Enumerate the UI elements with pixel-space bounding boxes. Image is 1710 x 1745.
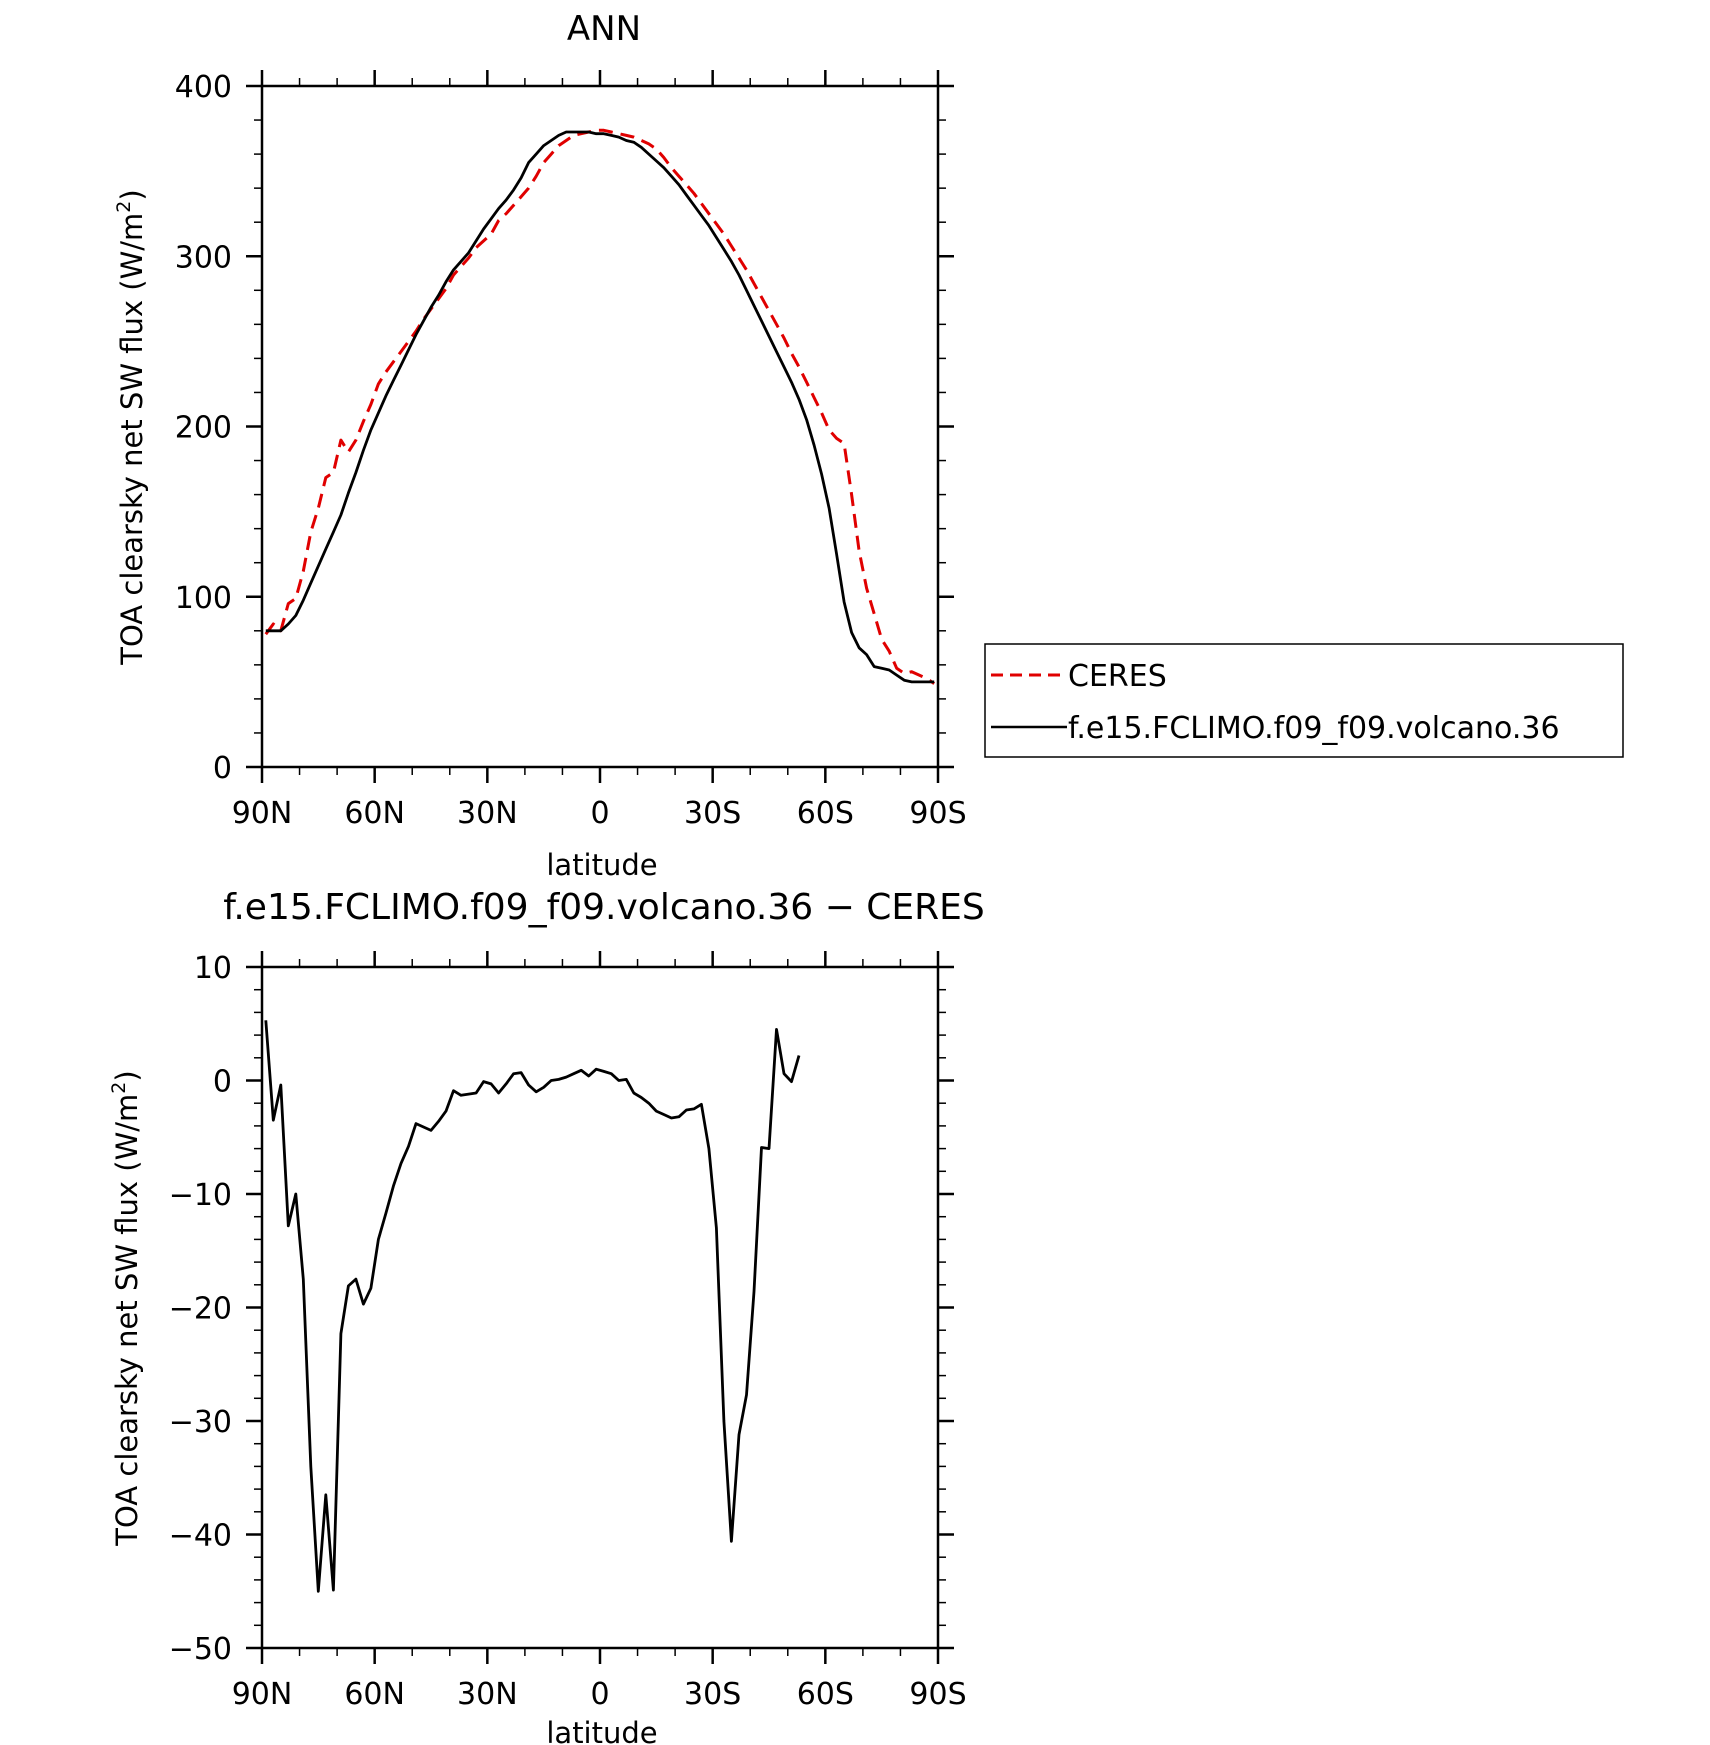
bottom-x-axis-label: latitude	[546, 1716, 657, 1745]
y-tick-label: 0	[213, 1065, 232, 1100]
x-tick-label: 60S	[797, 1677, 854, 1712]
ceres-line	[264, 128, 936, 685]
x-tick-label: 90S	[909, 796, 966, 831]
top-series-lines	[264, 128, 936, 685]
y-tick-label: 0	[213, 751, 232, 786]
bottom-axis-ticks	[246, 951, 954, 1664]
x-tick-label: 0	[590, 796, 609, 831]
legend-label-model: f.e15.FCLIMO.f09_f09.volcano.36	[1068, 711, 1560, 746]
bottom-panel-title: f.e15.FCLIMO.f09_f09.volcano.36 − CERES	[223, 887, 984, 928]
top-panel: ANN 90N 60N 30N 0 30S 60S 90S 0 100 200 300 400 lat…	[113, 9, 1624, 882]
top-panel-title: ANN	[567, 9, 641, 49]
bottom-series-lines	[264, 1020, 801, 1593]
x-tick-label: 30S	[684, 796, 741, 831]
f-e15-fclimo-f09-f09-volcano-36-line	[265, 130, 935, 684]
y-tick-label: 10	[194, 951, 232, 986]
x-tick-label: 90S	[909, 1677, 966, 1712]
y-tick-label: −50	[169, 1632, 232, 1667]
y-tick-label: 200	[175, 411, 232, 446]
x-tick-label: 60S	[797, 796, 854, 831]
x-tick-label: 0	[590, 1677, 609, 1712]
x-tick-label: 60N	[344, 796, 405, 831]
difference-line	[264, 1020, 801, 1593]
legend-box	[984, 643, 1624, 758]
y-tick-label: −30	[169, 1405, 232, 1440]
x-tick-label: 30S	[684, 1677, 741, 1712]
y-tick-label: −10	[169, 1178, 232, 1213]
x-tick-label: 90N	[232, 796, 293, 831]
x-tick-label: 90N	[232, 1677, 293, 1712]
y-tick-label: 100	[175, 581, 232, 616]
top-axis-tick-labels: 90N 60N 30N 0 30S 60S 90S 0 100 200 300 400	[175, 70, 967, 831]
y-tick-label: 400	[175, 70, 232, 105]
x-tick-label: 60N	[344, 1677, 405, 1712]
x-tick-label: 30N	[457, 1677, 518, 1712]
y-tick-label: −40	[169, 1519, 232, 1554]
legend-label-ceres: CERES	[1068, 659, 1167, 694]
x-tick-label: 30N	[457, 796, 518, 831]
top-x-axis-label: latitude	[546, 848, 657, 882]
bottom-y-axis-label: TOA clearsky net SW flux (W/m2)	[108, 1070, 144, 1546]
top-plot-frame	[260, 84, 940, 769]
top-axis-ticks	[246, 70, 954, 783]
y-tick-label: 300	[175, 240, 232, 275]
bottom-panel: f.e15.FCLIMO.f09_f09.volcano.36 − CERES …	[108, 887, 985, 1745]
legend: CERES f.e15.FCLIMO.f09_f09.volcano.36	[984, 643, 1624, 758]
y-tick-label: −20	[169, 1292, 232, 1327]
top-y-axis-label: TOA clearsky net SW flux (W/m2)	[113, 189, 149, 665]
bottom-axis-tick-labels: 90N 60N 30N 0 30S 60S 90S 10 0 −10 −20 −30 −40 −50	[169, 951, 967, 1712]
